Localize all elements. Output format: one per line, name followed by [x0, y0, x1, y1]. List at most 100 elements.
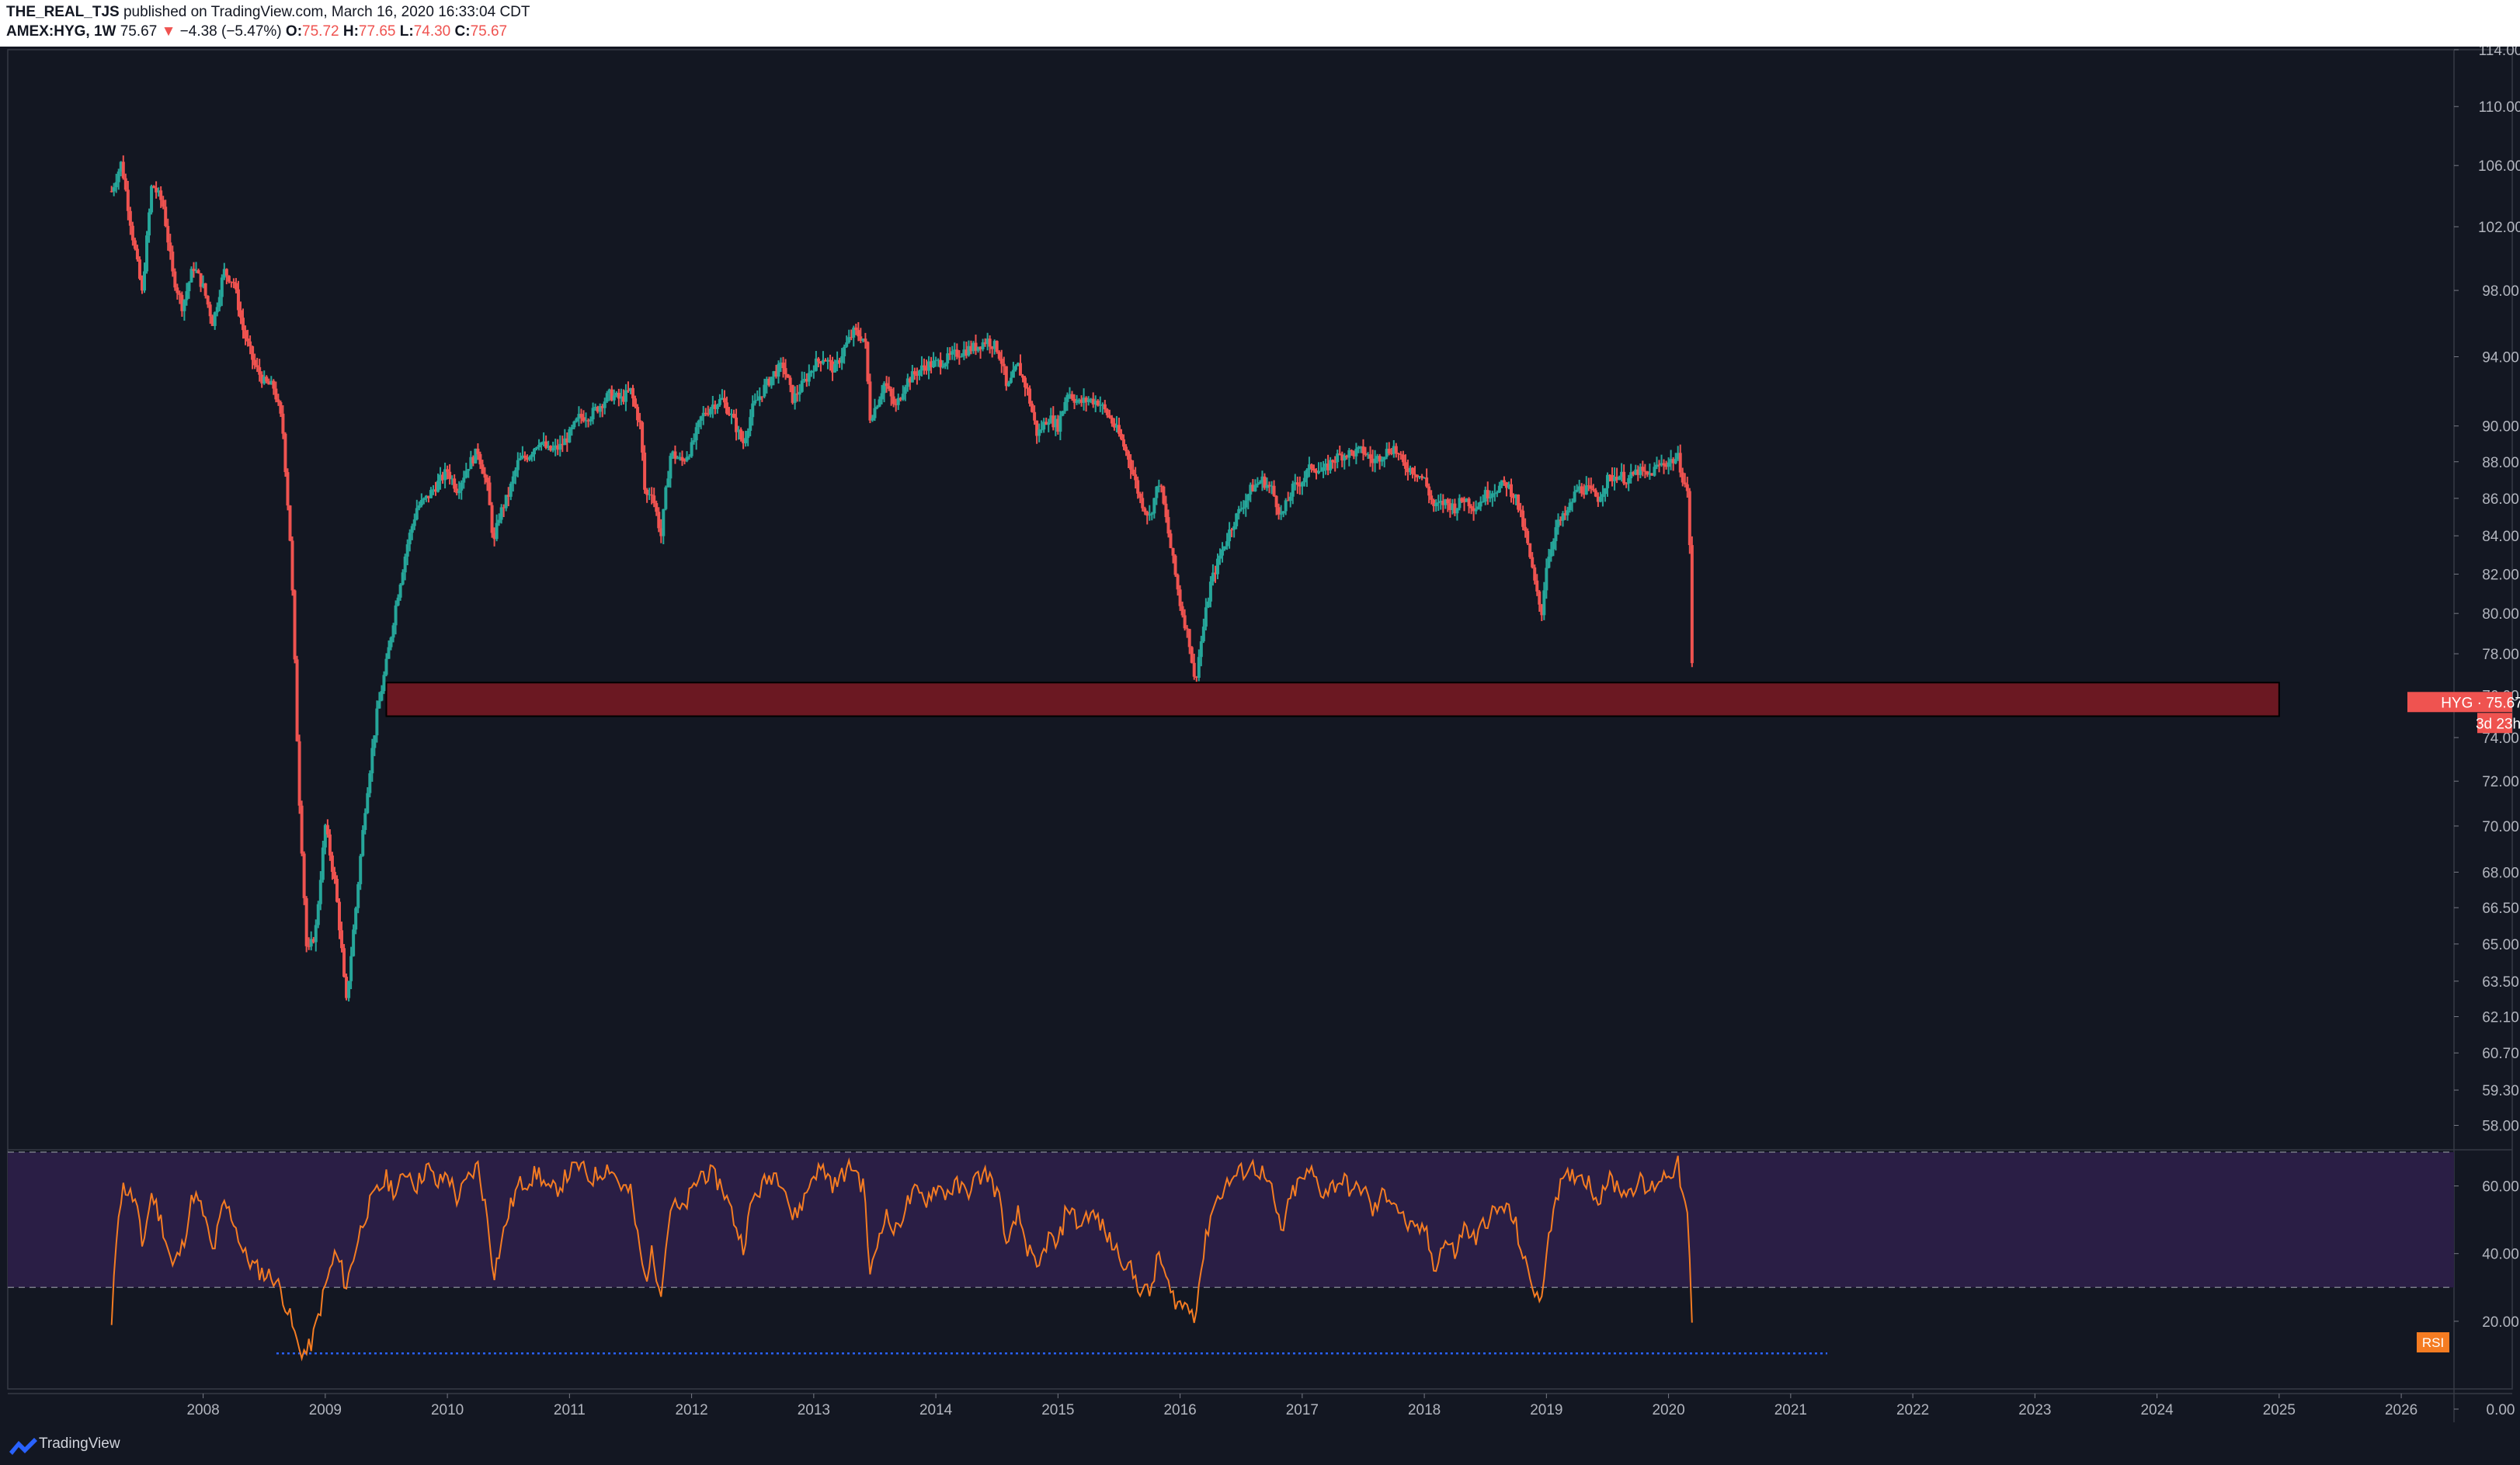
candle-body: [756, 400, 759, 401]
chart-canvas[interactable]: 114.00 110.00 106.00 102.00 98.00 94.00 90.00 8…: [0, 47, 2520, 1422]
candle-body: [483, 474, 487, 478]
candle-body: [1521, 510, 1525, 527]
candle-body: [1051, 415, 1055, 428]
candle-body: [1187, 629, 1191, 647]
candle-body: [332, 872, 336, 880]
chart-area[interactable]: 114.00 110.00 106.00 102.00 98.00 94.00 90.00 8…: [0, 47, 2520, 1422]
candle-body: [1636, 469, 1640, 475]
tradingview-logo-icon[interactable]: [8, 1436, 39, 1455]
candle-body: [1504, 482, 1508, 488]
candle-body: [838, 359, 842, 363]
candle-body: [619, 396, 623, 399]
candle-body: [255, 365, 259, 367]
candle-body: [410, 526, 414, 533]
candle-body: [1396, 453, 1400, 454]
candle-body: [1129, 460, 1133, 470]
candle-body: [1465, 498, 1469, 502]
candle-body: [148, 212, 151, 236]
candle-body: [621, 396, 625, 402]
candle-body: [777, 363, 780, 377]
candle-body: [1418, 476, 1422, 477]
candle-body: [1258, 481, 1262, 484]
candle-body: [1040, 429, 1044, 431]
candle-body: [1662, 463, 1666, 466]
candle-body: [1382, 457, 1386, 460]
candle-body: [1448, 503, 1452, 510]
candle-body: [631, 387, 634, 399]
candle-body: [316, 904, 320, 925]
candle-body: [375, 708, 379, 736]
candle-body: [382, 675, 386, 692]
candle-body: [199, 273, 203, 287]
candle-body: [187, 282, 191, 292]
candle-body: [988, 338, 992, 347]
candle-body: [568, 429, 572, 443]
candle-body: [821, 359, 825, 364]
price-tick-label: 68.00: [2482, 865, 2519, 881]
candle-body: [992, 341, 996, 349]
candle-body: [453, 478, 457, 489]
candle-body: [572, 421, 576, 428]
rsi-tick-label: 20.00: [2482, 1314, 2519, 1331]
candle-body: [417, 505, 421, 509]
candle-body: [1469, 506, 1473, 509]
candle-body: [185, 291, 189, 300]
candle-body: [892, 396, 895, 404]
candle-body: [1192, 662, 1196, 677]
candle-body: [1183, 615, 1187, 629]
candle-body: [1312, 468, 1316, 471]
time-tick-label: 2010: [431, 1402, 464, 1418]
candle-body: [1277, 507, 1281, 515]
candle-body: [307, 946, 311, 947]
candle-body: [1615, 477, 1619, 481]
candle-body: [1169, 533, 1173, 548]
candle-body: [598, 406, 602, 412]
candle-body: [1361, 446, 1365, 454]
candle-body: [960, 356, 964, 357]
candle-body: [497, 519, 501, 523]
symbol-interval[interactable]: AMEX:HYG, 1W: [6, 23, 116, 40]
candle-body: [182, 300, 186, 311]
candle-body: [1331, 460, 1335, 463]
candle-body: [1460, 498, 1464, 502]
candle-body: [791, 384, 794, 403]
brand-name[interactable]: TradingView: [39, 1435, 120, 1452]
candle-body: [1242, 507, 1246, 509]
candle-body: [671, 451, 675, 457]
candle-body: [238, 310, 242, 318]
price-tick-label: 80.00: [2482, 606, 2519, 623]
candle-body: [624, 390, 627, 402]
candle-body: [206, 296, 210, 305]
candle-body: [1352, 451, 1356, 457]
candle-body: [196, 270, 200, 274]
down-arrow-icon: ▼: [161, 23, 176, 40]
candle-body: [398, 584, 402, 598]
candle-body: [1430, 495, 1434, 500]
candle-body: [1213, 572, 1217, 575]
candle-body: [1354, 449, 1358, 457]
candle-body: [912, 371, 916, 375]
candle-body: [652, 495, 656, 504]
candle-body: [603, 401, 607, 408]
candle-body: [1664, 465, 1668, 467]
candle-body: [1605, 474, 1609, 488]
time-tick-label: 2016: [1163, 1402, 1196, 1418]
candle-body: [779, 363, 783, 364]
candle-body: [1176, 575, 1180, 590]
candle-body: [1145, 512, 1149, 516]
candle-body: [1446, 499, 1450, 504]
support-zone-rectangle[interactable]: [385, 682, 2280, 717]
candle-body: [335, 879, 339, 902]
candle-body: [1345, 455, 1349, 458]
candle-body: [1031, 403, 1034, 412]
candle-body: [309, 939, 313, 947]
candle-body: [506, 495, 510, 497]
candle-body: [325, 824, 329, 835]
candle-body: [772, 371, 776, 377]
candle-body: [516, 460, 520, 470]
candle-body: [1105, 409, 1109, 415]
candle-body: [140, 279, 144, 291]
price-tick-label: 70.00: [2482, 819, 2519, 835]
candle-body: [1319, 470, 1323, 472]
author-name[interactable]: THE_REAL_TJS: [6, 4, 120, 20]
